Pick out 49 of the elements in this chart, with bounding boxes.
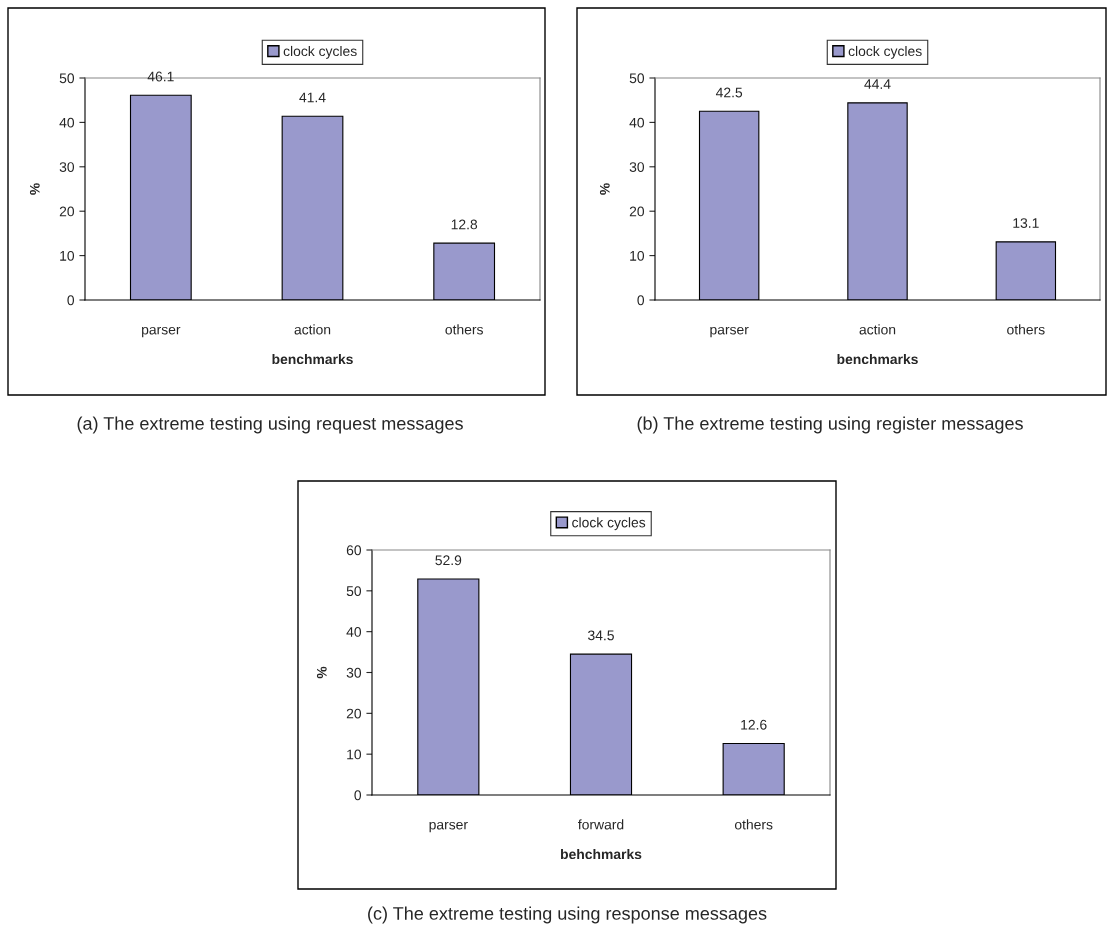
data-label: 12.6 bbox=[741, 719, 767, 730]
x-tick-label: action bbox=[859, 324, 896, 335]
data-label: 42.5 bbox=[715, 87, 743, 98]
data-label: 34.5 bbox=[588, 630, 614, 641]
y-tick-label: 30 bbox=[346, 667, 362, 678]
x-axis-title: behchmarks bbox=[561, 848, 642, 860]
y-tick-label: 50 bbox=[59, 73, 75, 84]
y-tick-label: 10 bbox=[347, 749, 362, 760]
y-tick-label: 10 bbox=[630, 250, 645, 261]
y-tick-label: 0 bbox=[354, 790, 362, 801]
x-axis-title: benchmarks bbox=[837, 353, 918, 365]
x-tick-label: parser bbox=[142, 326, 181, 338]
y-tick-label: 20 bbox=[346, 708, 362, 719]
y-tick-label: 20 bbox=[629, 206, 645, 217]
y-tick-label: 50 bbox=[629, 73, 645, 84]
data-label: 12.8 bbox=[451, 219, 478, 230]
x-tick-label: others bbox=[445, 324, 483, 335]
x-tick-label: parser bbox=[429, 821, 468, 833]
legend-label: clock cycles bbox=[572, 517, 646, 531]
x-axis-title: benchmarks bbox=[272, 353, 353, 365]
x-tick-label: forward bbox=[578, 819, 624, 830]
y-tick-label: 60 bbox=[346, 545, 362, 556]
y-tick-label: 50 bbox=[346, 586, 362, 596]
legend-label: clock cycles bbox=[283, 45, 357, 59]
data-label: 46.1 bbox=[147, 71, 174, 82]
legend-label: clock cycles bbox=[848, 45, 922, 59]
y-tick-label: 30 bbox=[59, 162, 75, 172]
y-tick-label: 40 bbox=[59, 117, 75, 128]
x-tick-label: others bbox=[1007, 324, 1045, 335]
text: (b) The extreme testing using register messages bbox=[637, 416, 1023, 434]
y-tick-label: 0 bbox=[67, 295, 75, 306]
data-label: 52.9 bbox=[435, 555, 462, 566]
y-axis-title: % bbox=[29, 183, 40, 195]
y-axis-title: % bbox=[599, 183, 610, 195]
x-tick-label: parser bbox=[710, 326, 749, 338]
y-tick-label: 10 bbox=[60, 250, 75, 261]
data-label: 13.1 bbox=[1013, 218, 1039, 228]
y-tick-label: 40 bbox=[346, 627, 362, 637]
text: (a) The extreme testing using request messages bbox=[77, 416, 463, 434]
y-tick-label: 20 bbox=[59, 206, 75, 217]
y-tick-label: 30 bbox=[629, 162, 645, 172]
data-label: 44.4 bbox=[864, 79, 891, 89]
x-tick-label: others bbox=[734, 819, 773, 830]
y-axis-title: % bbox=[316, 666, 327, 679]
data-label: 41.4 bbox=[299, 92, 326, 103]
text: (c) The extreme testing using response messages bbox=[368, 906, 767, 924]
x-tick-label: action bbox=[294, 324, 331, 335]
y-tick-label: 0 bbox=[637, 295, 645, 306]
y-tick-label: 40 bbox=[629, 117, 645, 128]
